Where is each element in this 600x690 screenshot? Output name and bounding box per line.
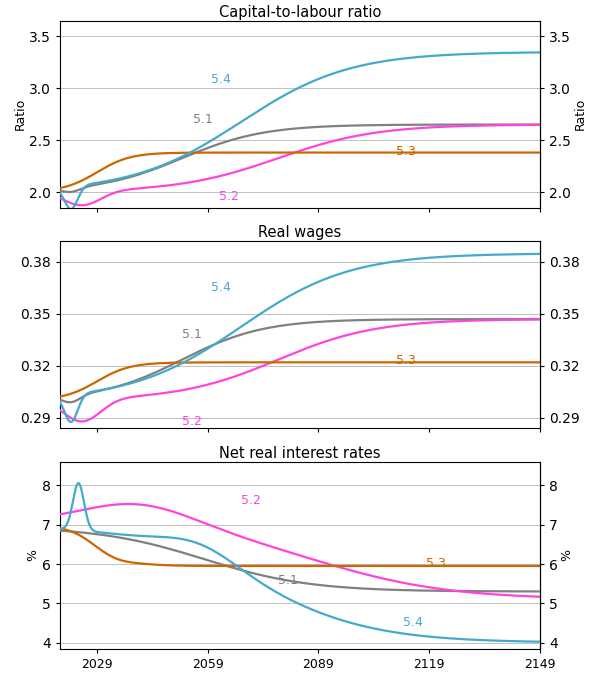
Text: 5.4: 5.4	[403, 616, 423, 629]
Text: 5.3: 5.3	[396, 354, 416, 367]
Y-axis label: %: %	[560, 549, 574, 561]
Title: Net real interest rates: Net real interest rates	[219, 446, 381, 460]
Y-axis label: Ratio: Ratio	[574, 98, 587, 130]
Text: 5.3: 5.3	[396, 145, 416, 157]
Y-axis label: Ratio: Ratio	[13, 98, 26, 130]
Text: 5.2: 5.2	[241, 494, 261, 507]
Text: 5.4: 5.4	[211, 73, 231, 86]
Title: Real wages: Real wages	[259, 225, 341, 240]
Y-axis label: %: %	[26, 549, 40, 561]
Text: 5.4: 5.4	[211, 282, 231, 295]
Text: 5.3: 5.3	[425, 557, 445, 570]
Text: 5.1: 5.1	[193, 113, 213, 126]
Title: Capital-to-labour ratio: Capital-to-labour ratio	[219, 5, 381, 19]
Text: 5.1: 5.1	[182, 328, 202, 341]
Text: 5.2: 5.2	[182, 415, 202, 428]
Text: 5.2: 5.2	[219, 190, 239, 204]
Text: 5.1: 5.1	[278, 573, 298, 586]
